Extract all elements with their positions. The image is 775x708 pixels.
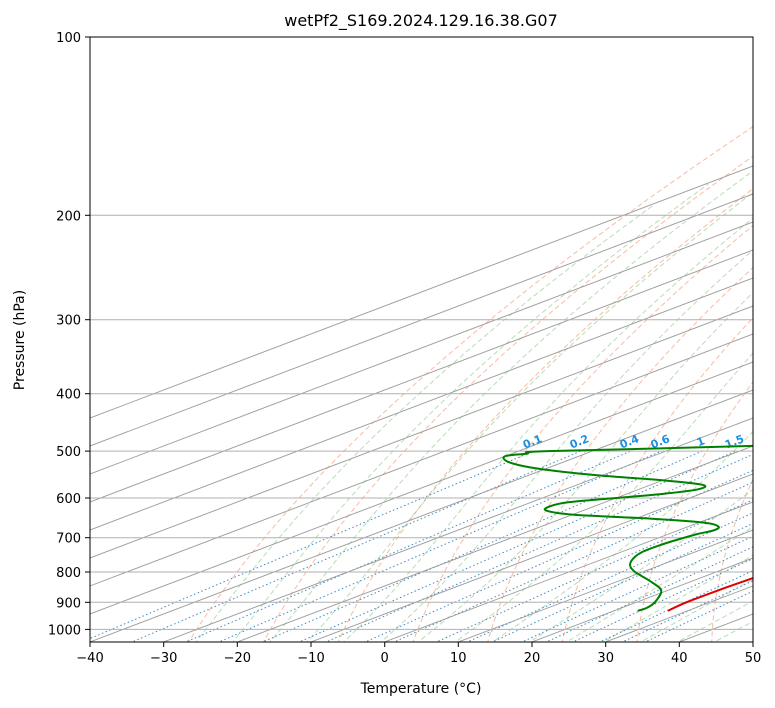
moist-adiabat <box>454 352 753 642</box>
isotherm <box>383 501 753 642</box>
dry-adiabat <box>711 477 753 642</box>
x-tick-label: −10 <box>297 651 324 666</box>
y-tick-label: 300 <box>56 314 81 329</box>
mixing-ratio-line <box>261 450 703 642</box>
mixing-ratio-label: 1.5 <box>723 432 746 451</box>
isotherm <box>90 361 753 615</box>
mixing-ratio-line <box>598 570 753 642</box>
moist-adiabat <box>565 526 753 642</box>
x-tick-label: −20 <box>224 651 251 666</box>
sounding-profiles <box>502 444 753 612</box>
isotherm <box>162 417 753 642</box>
isotherm <box>90 389 753 642</box>
mixing-ratio-line <box>392 481 753 642</box>
isotherm <box>90 249 753 503</box>
dewpoint-profile <box>502 444 753 612</box>
dry-adiabat <box>487 266 753 642</box>
mixing-ratio-label: 1 <box>695 434 707 449</box>
mixing-ratio-line <box>130 450 581 642</box>
mixing-ratio-line <box>217 450 662 642</box>
x-tick-label: 30 <box>597 651 614 666</box>
isotherm <box>309 473 753 642</box>
mixing-ratio-line <box>324 453 753 642</box>
dry-adiabat <box>337 188 753 642</box>
dry-adiabat <box>412 224 753 642</box>
moist-adiabat <box>417 291 753 642</box>
isotherm <box>604 585 753 642</box>
mixing-ratio-label: 2 <box>753 434 765 449</box>
mixing-ratio-line <box>363 469 753 642</box>
moist-adiabat <box>491 430 753 642</box>
grid <box>90 37 753 642</box>
plot-frame <box>89 36 754 643</box>
x-tick-label: 40 <box>671 651 688 666</box>
mixing-ratio-line <box>184 450 631 642</box>
moist-adiabat <box>232 183 709 642</box>
y-tick-label: 400 <box>56 388 81 403</box>
y-tick-label: 800 <box>56 566 81 581</box>
moist-adiabat <box>380 249 753 642</box>
isotherm <box>90 221 753 475</box>
isotherm <box>456 529 753 642</box>
chart-title: wetPf2_S169.2024.129.16.38.G07 <box>284 11 558 31</box>
dry-adiabat <box>188 126 753 642</box>
y-tick-label: 900 <box>56 596 81 611</box>
x-tick-label: 50 <box>745 651 762 666</box>
moist-adiabat <box>676 600 753 642</box>
moist-adiabat <box>269 170 753 642</box>
y-tick-label: 500 <box>56 445 81 460</box>
mixing-ratio-line <box>490 522 753 642</box>
x-tick-label: 0 <box>381 651 389 666</box>
dry-adiabat <box>636 381 753 642</box>
mixing-ratio-line <box>297 450 736 642</box>
mixing-ratio-line <box>90 450 534 640</box>
mixing-ratio-line <box>520 535 753 642</box>
isotherm <box>90 277 753 531</box>
moist-adiabat <box>602 554 753 642</box>
x-axis: −40 −30 −20 −10 0 10 20 30 40 50 <box>76 642 761 666</box>
moist-adiabat <box>195 204 655 642</box>
isotherm <box>90 333 753 587</box>
y-axis: 100 200 300 400 500 600 700 800 900 1000 <box>48 31 90 638</box>
moist-adiabat <box>528 488 753 642</box>
x-axis-label: Temperature (°C) <box>360 681 482 697</box>
x-tick-label: −30 <box>150 651 177 666</box>
isotherm <box>677 613 753 642</box>
y-tick-label: 100 <box>56 31 81 46</box>
dry-adiabat <box>561 317 753 642</box>
x-tick-label: 20 <box>524 651 541 666</box>
moist-adiabat <box>713 620 753 642</box>
isotherm <box>90 193 753 447</box>
dry-adiabat <box>262 155 753 642</box>
y-axis-label: Pressure (hPa) <box>12 290 28 390</box>
isotherm <box>90 165 753 419</box>
y-tick-label: 1000 <box>48 623 81 638</box>
isotherm <box>235 445 753 642</box>
moist-adiabat <box>639 578 753 642</box>
mixing-ratio-label: 0.1 <box>521 432 544 451</box>
x-tick-label: 10 <box>450 651 467 666</box>
y-tick-label: 700 <box>56 532 81 547</box>
y-tick-label: 600 <box>56 492 81 507</box>
moist-adiabat <box>343 217 753 642</box>
x-tick-label: −40 <box>76 651 103 666</box>
isotherm <box>90 305 753 559</box>
y-tick-label: 200 <box>56 209 81 224</box>
mixing-ratio-line <box>621 580 753 642</box>
mixing-ratio-label: 0.2 <box>568 432 591 451</box>
isotherm <box>751 641 753 642</box>
mixing-ratio-line <box>571 558 753 642</box>
